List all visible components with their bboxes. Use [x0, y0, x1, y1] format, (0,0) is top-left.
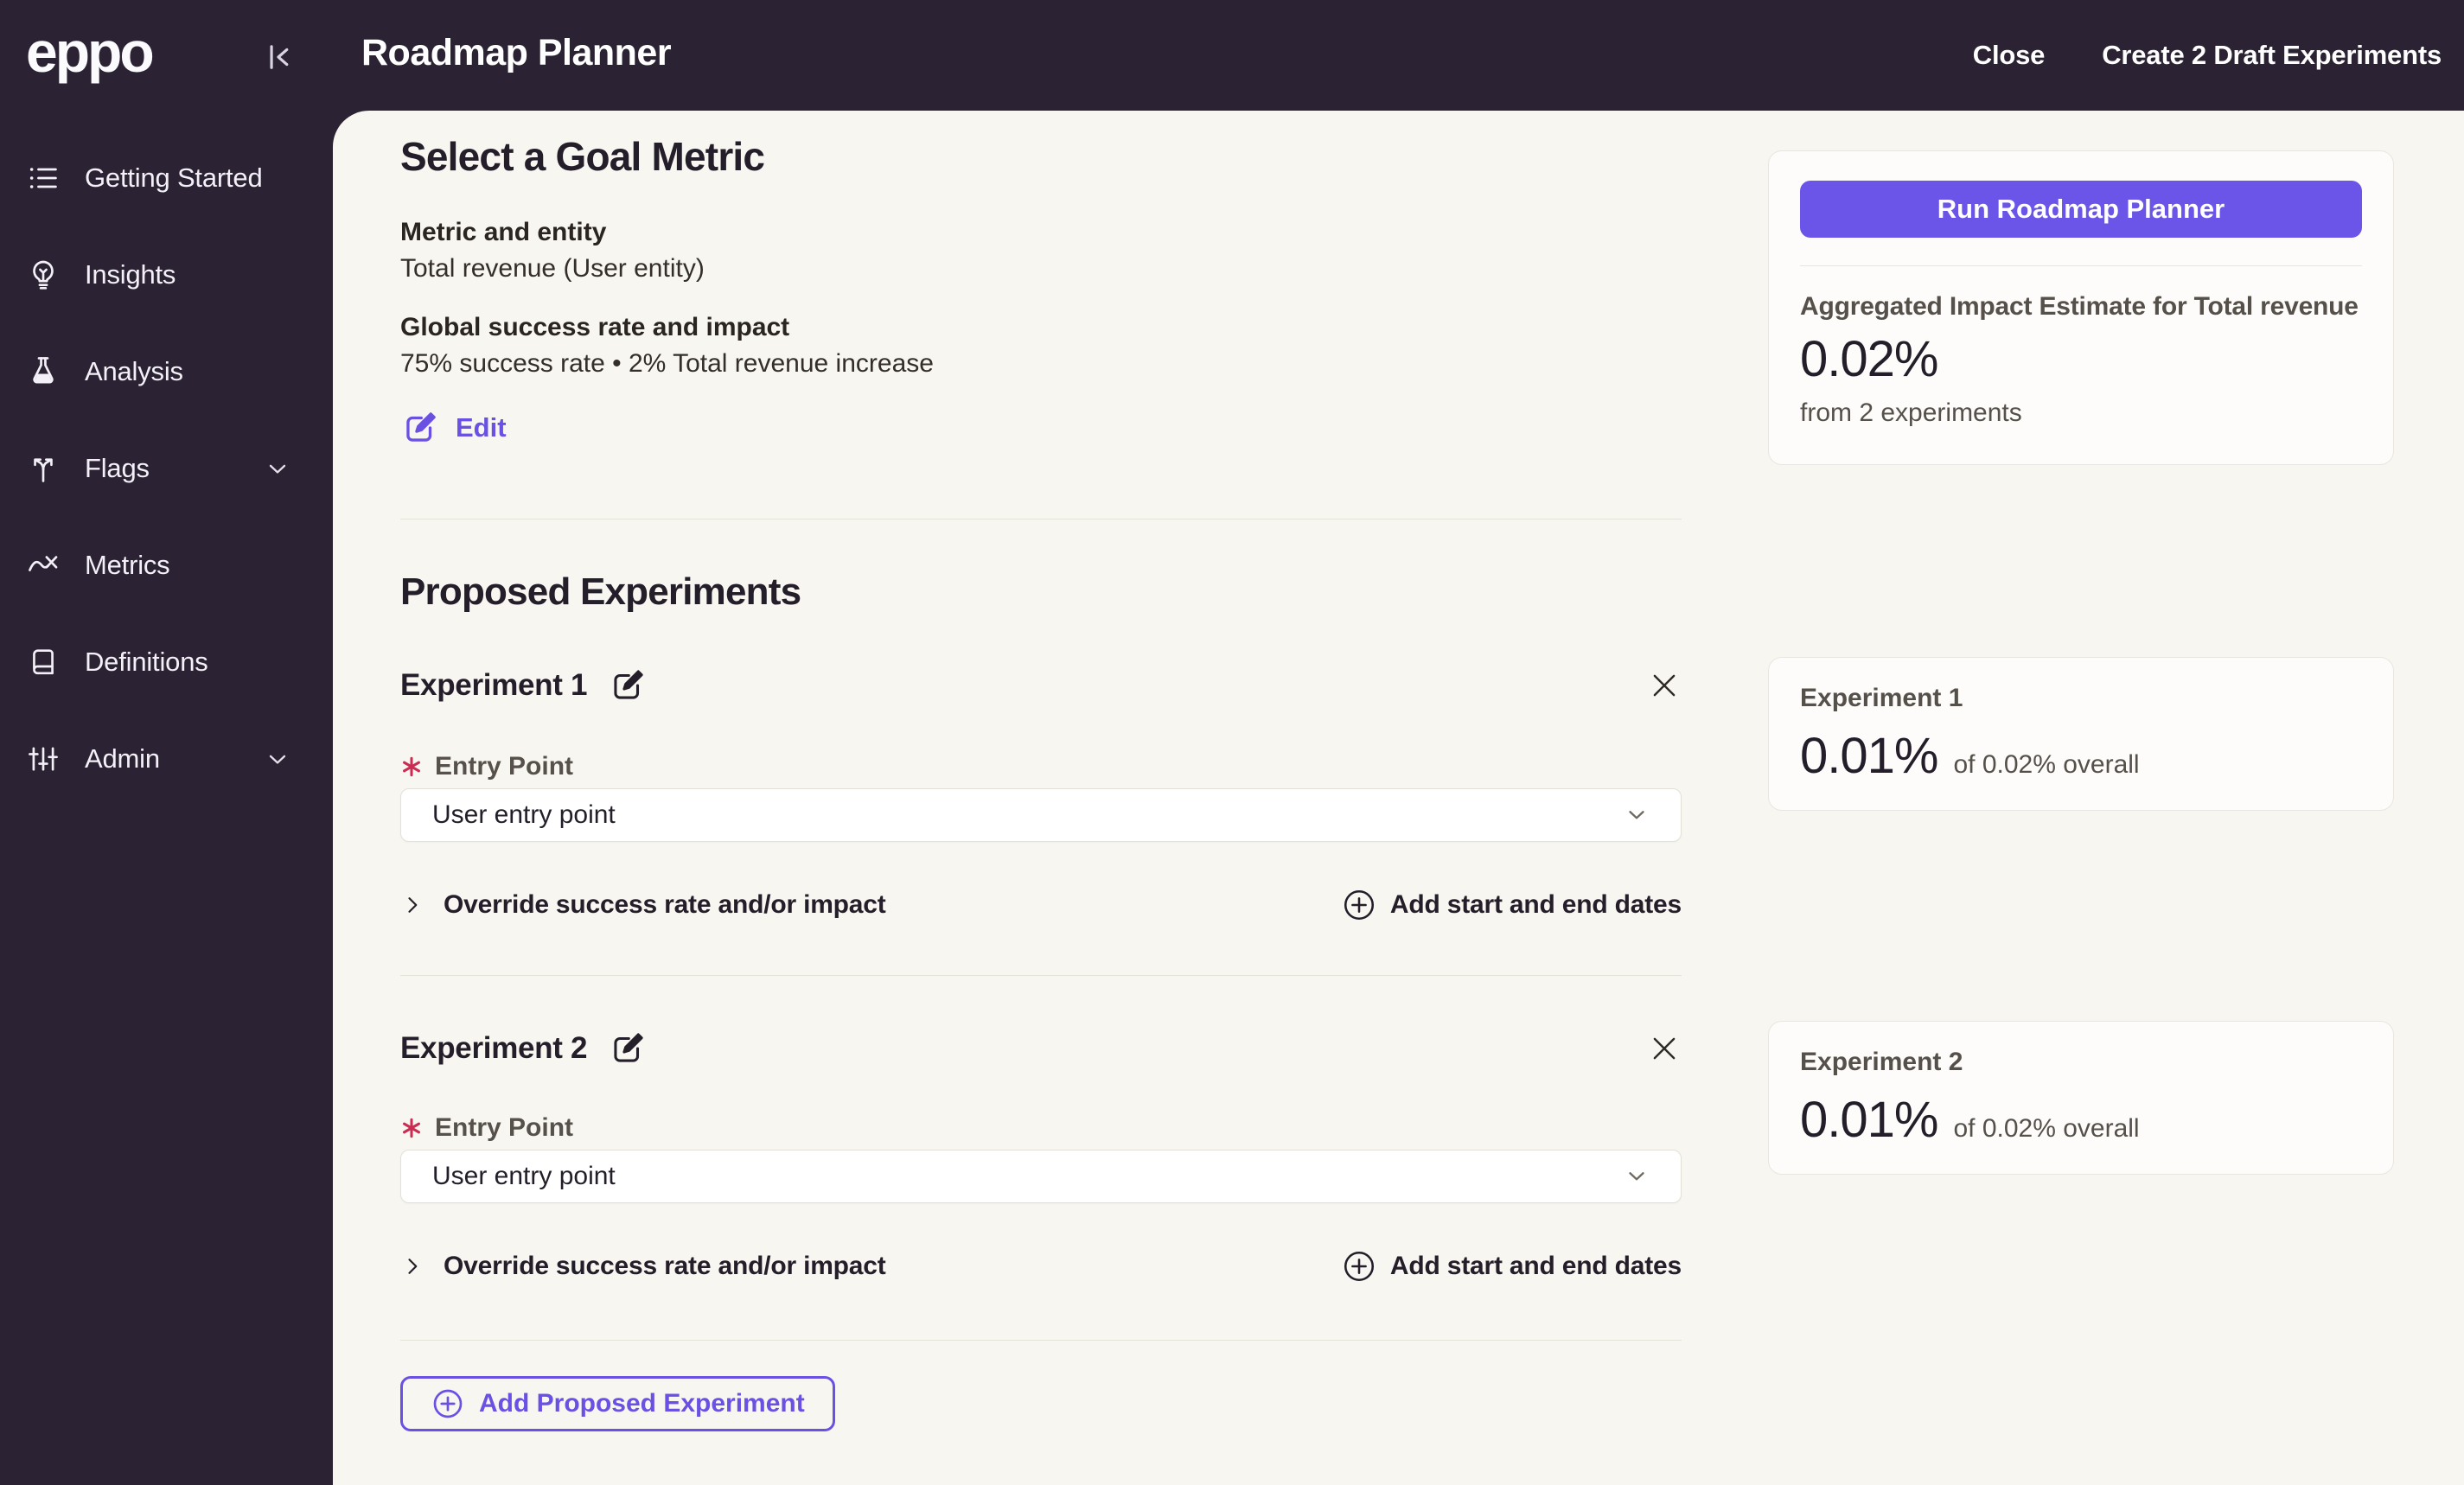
create-draft-experiments-button[interactable]: Create 2 Draft Experiments	[2102, 40, 2442, 70]
edit-experiment-name-icon[interactable]	[608, 1029, 648, 1068]
flask-icon	[26, 354, 61, 389]
plus-circle-icon	[1341, 887, 1377, 923]
experiment-2-options-row: Override success rate and/or impact Add …	[400, 1248, 1682, 1284]
entry-point-value: User entry point	[432, 1162, 616, 1190]
sidebar: eppo Getting Started	[0, 0, 333, 1485]
metric-entity-label: Metric and entity	[400, 218, 607, 246]
experiment-divider	[400, 975, 1682, 976]
sidebar-item-label: Analysis	[85, 356, 183, 386]
sidebar-collapse-icon[interactable]	[259, 38, 297, 76]
sidebar-item-label: Definitions	[85, 647, 208, 677]
eppo-logo: eppo	[26, 20, 155, 84]
metric-entity-value: Total revenue (User entity)	[400, 254, 705, 283]
experiment-1-header: Experiment 1	[400, 666, 1682, 705]
experiment-card-value: 0.01%	[1800, 1092, 1938, 1148]
chevron-down-icon	[264, 745, 291, 773]
sidebar-item-label: Flags	[85, 453, 150, 483]
experiment-card-context: of 0.02% overall	[1953, 750, 2140, 779]
close-button[interactable]: Close	[1972, 40, 2046, 70]
chevron-down-icon	[1624, 1163, 1650, 1189]
experiment-1-name: Experiment 1	[400, 668, 588, 702]
sidebar-item-getting-started[interactable]: Getting Started	[0, 130, 333, 226]
plus-circle-icon	[431, 1386, 465, 1421]
entry-point-select[interactable]: User entry point	[400, 1150, 1682, 1203]
sliders-icon	[26, 742, 61, 776]
entry-point-value: User entry point	[432, 800, 616, 829]
edit-goal-metric-button[interactable]: Edit	[400, 408, 507, 448]
proposed-experiments-heading: Proposed Experiments	[400, 570, 801, 613]
required-asterisk-icon	[400, 755, 423, 778]
line-chart-icon	[26, 548, 61, 583]
chevron-down-icon	[264, 455, 291, 482]
success-rate-label: Global success rate and impact	[400, 313, 790, 341]
entry-point-field-label: Entry Point	[400, 1113, 1682, 1143]
experiment-1-options-row: Override success rate and/or impact Add …	[400, 887, 1682, 923]
chevron-right-icon	[400, 893, 424, 917]
edit-label: Edit	[456, 412, 507, 443]
sidebar-item-label: Admin	[85, 743, 160, 774]
chevron-right-icon	[400, 1254, 424, 1278]
experiment-2-impact-card: Experiment 2 0.01% of 0.02% overall	[1768, 1021, 2394, 1175]
experiment-card-name: Experiment 1	[1800, 684, 1963, 712]
remove-experiment-icon[interactable]	[1647, 1031, 1682, 1066]
add-dates-button[interactable]: Add start and end dates	[1341, 1248, 1682, 1284]
aggregate-impact-source: from 2 experiments	[1800, 398, 2022, 427]
success-rate-value: 75% success rate • 2% Total revenue incr…	[400, 349, 934, 378]
plus-circle-icon	[1341, 1248, 1377, 1284]
add-dates-button[interactable]: Add start and end dates	[1341, 887, 1682, 923]
experiment-2-name: Experiment 2	[400, 1031, 588, 1065]
required-asterisk-icon	[400, 1117, 423, 1139]
split-arrows-icon	[26, 451, 61, 486]
add-proposed-experiment-button[interactable]: Add Proposed Experiment	[400, 1376, 835, 1431]
main-column: Select a Goal Metric Metric and entity T…	[400, 111, 1682, 1485]
sidebar-item-analysis[interactable]: Analysis	[0, 323, 333, 420]
experiment-card-context: of 0.02% overall	[1953, 1114, 2140, 1143]
lightbulb-icon	[26, 258, 61, 292]
goal-metric-heading: Select a Goal Metric	[400, 134, 765, 179]
sidebar-item-insights[interactable]: Insights	[0, 226, 333, 323]
experiment-card-name: Experiment 2	[1800, 1048, 1963, 1076]
sidebar-item-label: Getting Started	[85, 163, 263, 193]
content-panel: Select a Goal Metric Metric and entity T…	[333, 111, 2464, 1485]
sidebar-item-definitions[interactable]: Definitions	[0, 614, 333, 711]
aggregate-impact-label: Aggregated Impact Estimate for Total rev…	[1800, 292, 2359, 321]
sidebar-item-label: Insights	[85, 259, 176, 290]
edit-icon	[400, 408, 440, 448]
run-roadmap-planner-button[interactable]: Run Roadmap Planner	[1800, 181, 2362, 238]
aggregate-impact-value: 0.02%	[1800, 331, 1938, 387]
remove-experiment-icon[interactable]	[1647, 668, 1682, 703]
entry-point-select[interactable]: User entry point	[400, 788, 1682, 842]
aggregate-impact-card: Run Roadmap Planner Aggregated Impact Es…	[1768, 150, 2394, 465]
experiment-2-header: Experiment 2	[400, 1029, 1682, 1068]
sidebar-item-label: Metrics	[85, 550, 170, 580]
chevron-down-icon	[1624, 802, 1650, 828]
page-title: Roadmap Planner	[361, 32, 672, 73]
experiment-1-impact-card: Experiment 1 0.01% of 0.02% overall	[1768, 657, 2394, 811]
experiment-card-value: 0.01%	[1800, 728, 1938, 784]
sidebar-item-metrics[interactable]: Metrics	[0, 517, 333, 614]
bottom-divider	[400, 1340, 1682, 1341]
sidebar-item-flags[interactable]: Flags	[0, 420, 333, 517]
list-icon	[26, 161, 61, 195]
entry-point-field-label: Entry Point	[400, 752, 1682, 781]
sidebar-item-admin[interactable]: Admin	[0, 711, 333, 807]
override-success-rate-toggle[interactable]: Override success rate and/or impact	[400, 1252, 886, 1281]
edit-experiment-name-icon[interactable]	[608, 666, 648, 705]
card-divider	[1800, 265, 2362, 266]
override-success-rate-toggle[interactable]: Override success rate and/or impact	[400, 890, 886, 920]
book-icon	[26, 645, 61, 679]
topbar-actions: Close Create 2 Draft Experiments	[1973, 0, 2442, 111]
sidebar-nav: Getting Started Insights	[0, 130, 333, 807]
